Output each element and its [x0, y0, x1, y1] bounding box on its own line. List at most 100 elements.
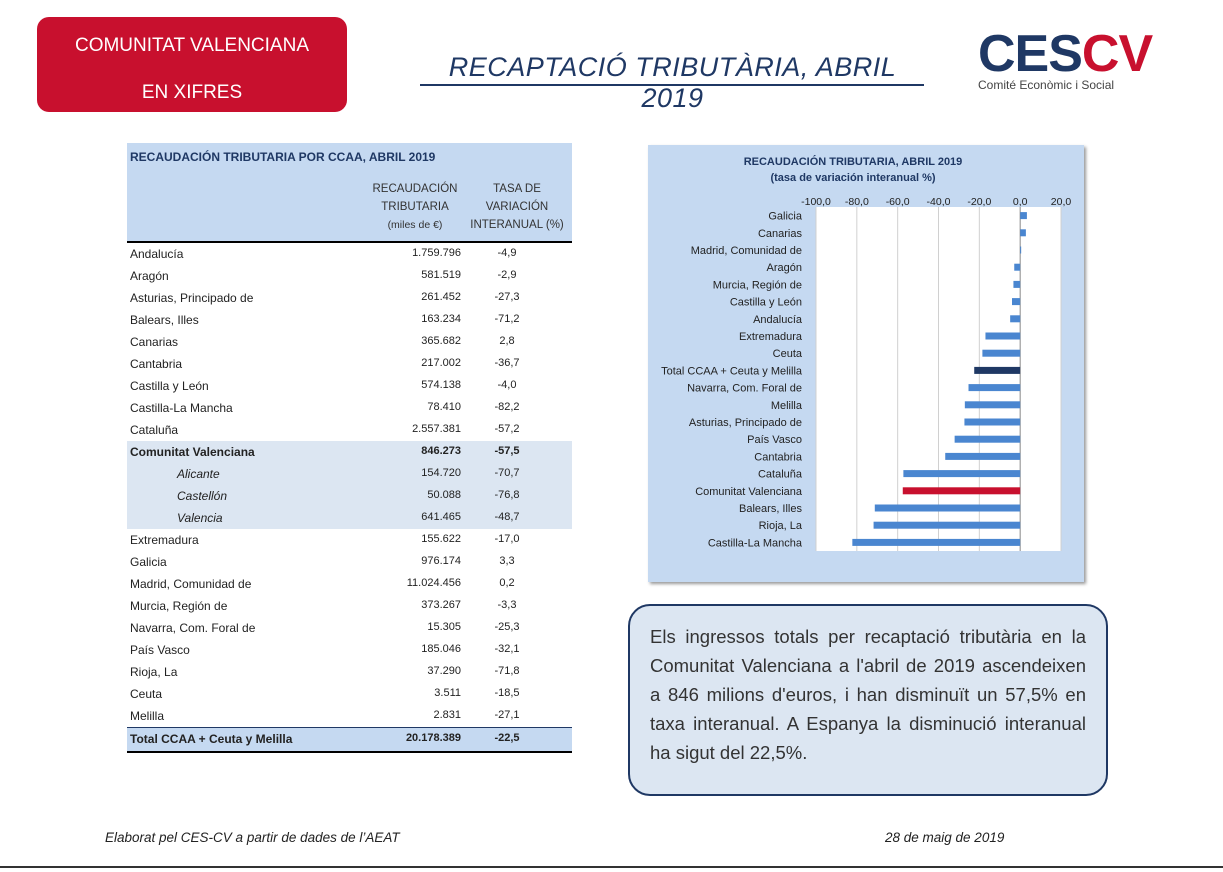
category-label: Cantabria [754, 451, 803, 463]
column-header-revenue: RECAUDACIÓN TRIBUTARIA (miles de €) [365, 180, 465, 234]
bar [982, 349, 1021, 357]
region-name: Rioja, La [130, 665, 178, 679]
region-name: Cantabria [130, 357, 183, 371]
badge-line-1: COMUNITAT VALENCIANA [74, 35, 309, 56]
table-row: Ceuta 3.511 -18,5 [127, 683, 572, 705]
variation-rate: -4,9 [497, 247, 517, 259]
revenue-amount: 11.024.456 [406, 577, 461, 589]
variation-rate: -2,9 [497, 269, 517, 281]
category-label: Castilla-La Mancha [708, 537, 803, 549]
column-header-revenue-line2: TRIBUTARIA [381, 201, 449, 213]
table-row: Galicia 976.174 3,3 [127, 551, 572, 573]
variation-rate: 0,2 [499, 577, 515, 589]
column-header-rate-line2: VARIACIÓN [485, 201, 549, 213]
column-header-revenue-line1: RECAUDACIÓN [372, 183, 458, 195]
table-row: Castellón 50.088 -76,8 [127, 485, 572, 507]
revenue-table: RECAUDACIÓN TRIBUTARIA POR CCAA, ABRIL 2… [127, 143, 572, 753]
table-row: Cantabria 217.002 -36,7 [127, 353, 572, 375]
logo-ces-text: CES [978, 25, 1083, 83]
region-name: Galicia [130, 555, 167, 569]
category-label: Galicia [768, 211, 803, 223]
variation-rate: -71,8 [494, 665, 520, 677]
revenue-amount: 365.682 [421, 335, 461, 347]
bar [945, 452, 1021, 460]
revenue-amount: 50.088 [427, 489, 461, 501]
category-label: Andalucía [753, 314, 803, 326]
category-label: Murcia, Región de [713, 279, 802, 291]
bar [968, 384, 1021, 392]
bar-chart-svg: RECAUDACIÓN TRIBUTARIA, ABRIL 2019 (tasa… [661, 155, 1072, 551]
variation-rate: -27,3 [494, 291, 520, 303]
category-label: Extremadura [739, 331, 803, 343]
x-tick-label: -60,0 [886, 196, 910, 208]
region-name: Alicante [177, 467, 220, 481]
x-tick-label: -100,0 [801, 196, 831, 208]
category-label: Melilla [771, 400, 803, 412]
variation-rate: -17,0 [494, 533, 520, 545]
region-name: Aragón [130, 269, 169, 283]
column-header-rate: TASA DE VARIACIÓN INTERANUAL (%) [467, 180, 567, 234]
variation-rate: -4,0 [497, 379, 517, 391]
title-underline [420, 84, 924, 86]
bar [1020, 229, 1026, 237]
revenue-amount: 185.046 [421, 643, 461, 655]
revenue-amount: 3.511 [434, 687, 461, 699]
variation-rate: -76,8 [494, 489, 520, 501]
region-name: Canarias [130, 335, 179, 349]
category-label: Balears, Illes [739, 503, 802, 515]
x-tick-label: -20,0 [967, 196, 991, 208]
variation-rate: -71,2 [494, 313, 520, 325]
category-label: Canarias [758, 228, 803, 240]
footer-date: 28 de maig de 2019 [885, 830, 1005, 845]
region-name: Asturias, Principado de [130, 291, 254, 305]
bar [1020, 212, 1027, 220]
variation-rate: -25,3 [494, 621, 520, 633]
bar [1014, 263, 1021, 271]
bar [974, 366, 1021, 374]
revenue-amount: 78.410 [427, 401, 461, 413]
revenue-amount: 641.465 [421, 511, 461, 523]
revenue-amount: 155.622 [421, 533, 461, 545]
revenue-amount: 1.759.796 [412, 247, 461, 259]
category-label: Asturias, Principado de [689, 417, 802, 429]
table-row: Comunitat Valenciana 846.273 -57,5 [127, 441, 572, 463]
page-title: RECAPTACIÓ TRIBUTÀRIA, ABRIL 2019 [448, 52, 897, 113]
revenue-amount: 976.174 [421, 555, 461, 567]
total-name: Total CCAA + Ceuta y Melilla [130, 732, 293, 746]
bar [964, 401, 1021, 409]
revenue-amount: 581.519 [421, 269, 461, 281]
variation-rate: -32,1 [494, 643, 520, 655]
revenue-amount: 15.305 [427, 621, 461, 633]
variation-rate: -57,2 [494, 423, 520, 435]
table-row: Madrid, Comunidad de 11.024.456 0,2 [127, 573, 572, 595]
region-name: Melilla [130, 709, 165, 723]
region-name: Andalucía [130, 247, 184, 261]
table-total-row: Total CCAA + Ceuta y Melilla 20.178.389 … [127, 727, 572, 753]
region-name: Navarra, Com. Foral de [130, 621, 256, 635]
table-header: RECAUDACIÓN TRIBUTARIA POR CCAA, ABRIL 2… [127, 143, 572, 243]
region-name: Murcia, Región de [130, 599, 228, 613]
logo-subtitle: Comité Econòmic i Social [978, 78, 1115, 92]
x-tick-label: -40,0 [927, 196, 951, 208]
revenue-amount: 163.234 [421, 313, 461, 325]
variation-rate: -3,3 [497, 599, 517, 611]
x-tick-label: 20,0 [1051, 196, 1072, 208]
table-row: Cataluña 2.557.381 -57,2 [127, 419, 572, 441]
table-row: Extremadura 155.622 -17,0 [127, 529, 572, 551]
bottom-divider [0, 866, 1223, 868]
region-name: País Vasco [130, 643, 190, 657]
chart-title: RECAUDACIÓN TRIBUTARIA, ABRIL 2019 [744, 155, 963, 168]
revenue-amount: 846.273 [421, 445, 461, 457]
category-label: Rioja, La [759, 520, 803, 532]
table-row: Valencia 641.465 -48,7 [127, 507, 572, 529]
table-row: Murcia, Región de 373.267 -3,3 [127, 595, 572, 617]
variation-rate: -48,7 [494, 511, 520, 523]
category-label: Aragón [767, 262, 802, 274]
bar [985, 332, 1021, 340]
summary-note: Els ingressos totals per recaptació trib… [628, 604, 1108, 796]
variation-rate: -18,5 [494, 687, 520, 699]
region-name: Castellón [177, 489, 228, 503]
table-row: Andalucía 1.759.796 -4,9 [127, 243, 572, 265]
variation-rate: 3,3 [499, 555, 515, 567]
table-row: Alicante 154.720 -70,7 [127, 463, 572, 485]
